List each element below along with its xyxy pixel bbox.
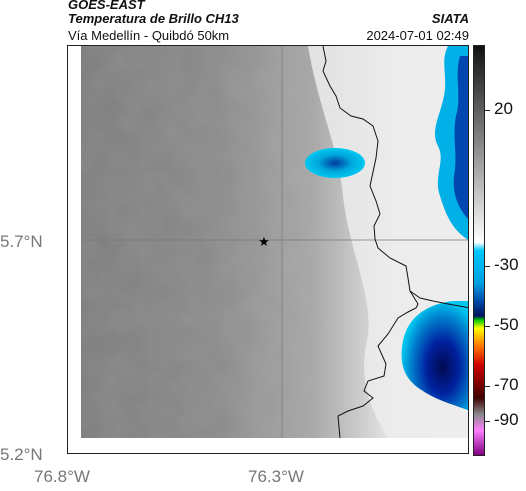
star-icon: ★	[258, 234, 270, 249]
very-cold-band-east	[453, 56, 468, 219]
lon-label-76.8: 76.8°W	[34, 467, 90, 486]
colorbar-label-minus70: -70	[494, 375, 519, 394]
lat-label-5.2: 5.2°N	[0, 445, 43, 464]
lon-label-76.3: 76.3°W	[248, 467, 304, 486]
colorbar-tick	[485, 386, 490, 387]
map-canvas: ★	[68, 46, 468, 453]
cloud-texture	[81, 46, 311, 438]
cold-cloud-top	[305, 148, 365, 178]
product-title: Temperatura de Brillo CH13	[68, 11, 239, 26]
colorbar-tick	[485, 110, 490, 111]
satellite-map: ★	[67, 45, 469, 454]
colorbar-label-minus50: -50	[494, 315, 519, 334]
no-data-strip	[68, 438, 468, 453]
brand-label: SIATA	[431, 11, 469, 26]
colorbar-label-minus90: -90	[494, 410, 519, 429]
colorbar	[473, 45, 485, 456]
colorbar-label-minus30: -30	[494, 255, 519, 274]
source-title: GOES-EAST	[68, 0, 145, 12]
region-subtitle: Vía Medellín - Quibdó 50km	[68, 28, 230, 43]
colorbar-tick	[485, 421, 490, 422]
coastline-border	[322, 46, 419, 453]
lat-label-5.7: 5.7°N	[0, 232, 43, 251]
colorbar-tick	[485, 326, 490, 327]
river-border	[409, 290, 468, 309]
deep-convection	[401, 301, 468, 411]
colorbar-label-20: 20	[494, 99, 513, 118]
colorbar-tick	[485, 266, 490, 267]
no-data-strip-west	[68, 46, 81, 453]
datetime-label: 2024-07-01 02:49	[366, 28, 469, 43]
